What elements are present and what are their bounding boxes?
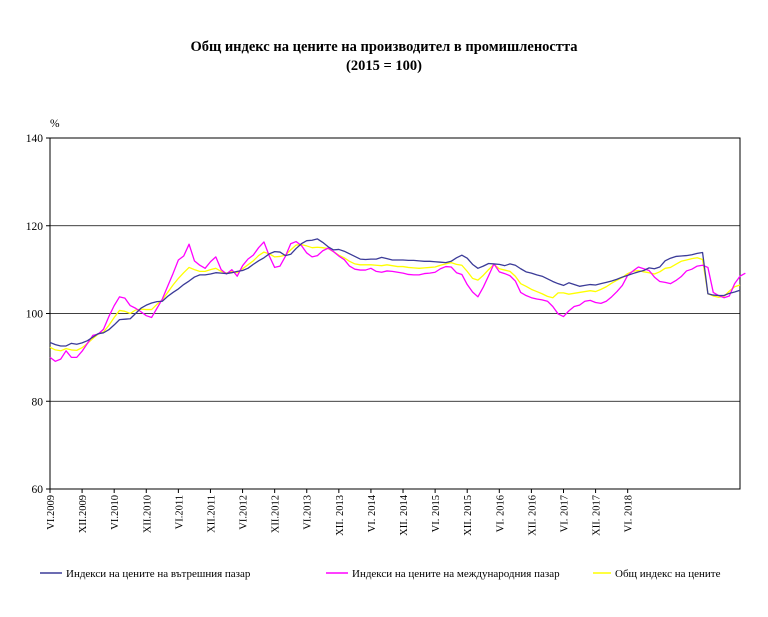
x-axis: VI.2009 XII.2009 VI.2010 XII.2010 VI.2011 XII…	[46, 489, 635, 536]
x-tick-label: XII.2012	[271, 495, 282, 533]
chart-title-block: Общ индекс на цените на производител в п…	[0, 38, 768, 76]
x-tick-label: VI. 2016	[495, 495, 506, 532]
x-tick-label: VI.2010	[110, 495, 121, 530]
legend-label-1: Индекси на цените на вътрешния пазар	[66, 568, 251, 580]
gridlines	[50, 225, 740, 402]
series-line-1	[49, 238, 741, 347]
x-tick-label: XII.2011	[206, 495, 217, 533]
chart-title: Общ индекс на цените на производител в п…	[190, 39, 578, 55]
series-lines	[49, 238, 746, 362]
chart-subtitle: (2015 = 100)	[346, 58, 422, 74]
x-tick-label: XII. 2016	[527, 495, 538, 536]
y-tick-label: 60	[32, 484, 44, 496]
legend-label-3: Общ индекс на цените	[615, 568, 721, 580]
x-tick-label: VI.2011	[174, 495, 185, 529]
y-tick-label: 100	[26, 309, 44, 321]
legend: Индекси на цените на вътрешния пазар Инде…	[40, 568, 721, 580]
y-axis-label: %	[50, 118, 60, 130]
x-tick-label: XII. 2015	[463, 495, 474, 536]
x-tick-label: VI. 2017	[559, 495, 570, 532]
x-tick-label: VI.2013	[303, 495, 314, 530]
x-tick-label: VI.2012	[239, 495, 250, 530]
x-tick-label: VI. 2018	[624, 495, 635, 532]
x-tick-label: XII. 2013	[335, 495, 346, 536]
y-tick-label: 140	[26, 133, 44, 145]
x-tick-label: XII. 2017	[592, 495, 603, 536]
x-tick-label: VI.2009	[46, 495, 57, 530]
x-tick-label: VI. 2015	[431, 495, 442, 532]
series-line-2	[49, 240, 746, 362]
y-axis: 60 80 100 120 140	[26, 133, 50, 496]
x-tick-label: XII. 2014	[399, 494, 410, 536]
x-tick-label: VI. 2014	[367, 494, 378, 532]
x-tick-label: XII.2010	[142, 495, 153, 533]
legend-label-2: Индекси на цените на международния пазар	[352, 568, 560, 580]
y-tick-label: 120	[26, 221, 44, 233]
y-tick-label: 80	[32, 396, 44, 408]
x-tick-label: XII.2009	[78, 495, 89, 533]
